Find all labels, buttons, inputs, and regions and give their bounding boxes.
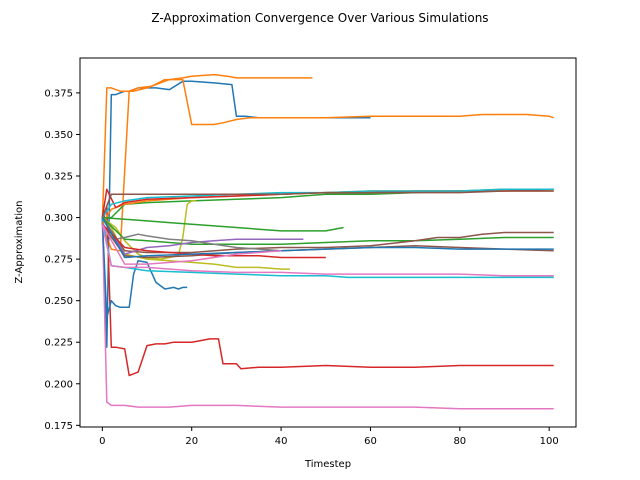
- plot-lines: [101, 73, 554, 410]
- x-tick-label: 0: [99, 436, 105, 447]
- x-axis-title: Timestep: [304, 459, 351, 470]
- y-axis-title: Z-Approximation: [14, 200, 25, 283]
- series-line-17: [101, 217, 554, 245]
- y-tick-label: 0.225: [44, 338, 73, 349]
- x-tick-label: 80: [453, 436, 466, 447]
- series-line-13: [101, 190, 554, 218]
- y-tick-label: 0.200: [44, 379, 73, 390]
- series-line-4: [101, 205, 554, 377]
- x-tick-label: 20: [185, 436, 198, 447]
- y-tick-label: 0.175: [44, 421, 73, 432]
- series-line-8: [101, 224, 554, 277]
- series-line-21: [101, 217, 282, 252]
- y-tick-label: 0.250: [44, 296, 73, 307]
- series-line-12: [101, 188, 554, 219]
- x-tick-label: 100: [540, 436, 559, 447]
- chart-title: Z-Approximation Convergence Over Various…: [151, 11, 488, 25]
- series-line-24: [101, 223, 282, 265]
- y-tick-label: 0.325: [44, 172, 73, 183]
- x-axis: 0 20 40 60 80 100: [99, 427, 559, 447]
- x-tick-label: 40: [275, 436, 288, 447]
- y-tick-label: 0.350: [44, 130, 73, 141]
- series-line-22: [101, 223, 326, 259]
- y-axis: 0.175 0.200 0.225 0.250 0.275 0.300 0.325 0.350…: [44, 88, 80, 432]
- plot-area-frame: [79, 57, 577, 428]
- series-line-5: [101, 217, 554, 410]
- y-tick-label: 0.375: [44, 88, 73, 99]
- y-tick-label: 0.300: [44, 213, 73, 224]
- series-line-23: [101, 217, 554, 259]
- series-line-16: [102, 216, 344, 232]
- x-tick-label: 60: [364, 436, 377, 447]
- series-line-3: [101, 78, 554, 252]
- series-line-20: [101, 217, 304, 255]
- y-tick-label: 0.275: [44, 255, 73, 266]
